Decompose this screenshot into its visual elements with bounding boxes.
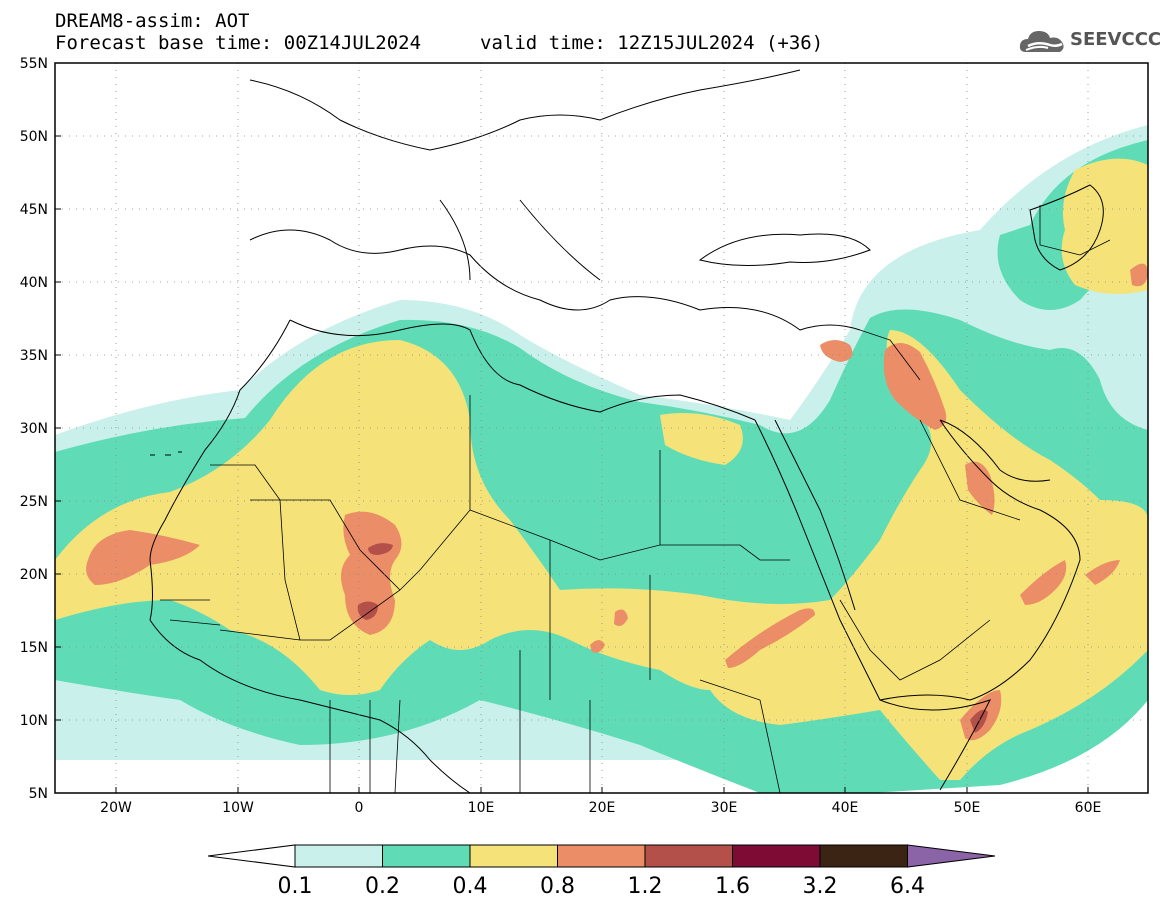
cloud-icon	[1019, 31, 1064, 52]
colorbar-box-6	[732, 844, 821, 868]
colorbar-over-triangle	[907, 844, 996, 868]
lon-label: 20E	[589, 800, 616, 816]
colorbar-label: 0.8	[540, 874, 575, 899]
colorbar-label: 0.1	[278, 874, 313, 899]
colorbar-label: 1.6	[715, 874, 750, 899]
colorbar-label: 0.2	[365, 874, 400, 899]
colorbar-box-3	[469, 844, 558, 868]
lat-label: 55N	[20, 56, 48, 72]
colorbar-label: 1.2	[628, 874, 663, 899]
lat-label: 30N	[20, 421, 48, 437]
lat-label: 40N	[20, 275, 48, 291]
colorbar-label: 6.4	[890, 874, 925, 899]
lon-label: 10E	[468, 800, 495, 816]
lon-label: 30E	[711, 800, 738, 816]
longitude-axis: 20W 10W 0 10E 20E 30E 40E 50E 60E	[100, 787, 1101, 816]
grid	[55, 63, 1148, 793]
lon-label: 10W	[222, 800, 254, 816]
lat-label: 15N	[20, 640, 48, 656]
logo-text: SEEVCCC	[1070, 29, 1162, 50]
country-borders	[160, 205, 1111, 793]
aot-band-0.4	[55, 158, 1148, 780]
seevccc-logo: SEEVCCC	[1018, 26, 1162, 56]
map-title: DREAM8-assim: AOT	[55, 10, 250, 32]
valid-time: valid time: 12Z15JUL2024 (+36)	[480, 32, 824, 54]
lat-label: 45N	[20, 202, 48, 218]
lon-label: 0	[355, 800, 364, 816]
colorbar-label: 3.2	[803, 874, 838, 899]
colorbar-box-7	[819, 844, 908, 868]
colorbar-under-triangle	[207, 844, 296, 868]
colorbar-box-4	[557, 844, 646, 868]
coastlines	[149, 69, 1104, 793]
lat-label: 5N	[29, 786, 48, 802]
aot-field	[55, 63, 1148, 793]
lat-label: 35N	[20, 348, 48, 364]
lon-label: 20W	[100, 800, 132, 816]
lon-label: 50E	[954, 800, 981, 816]
lon-label: 40E	[832, 800, 859, 816]
lat-label: 20N	[20, 567, 48, 583]
colorbar	[207, 844, 996, 868]
forecast-base-time: Forecast base time: 00Z14JUL2024	[55, 32, 422, 54]
lat-label: 50N	[20, 129, 48, 145]
colorbar-box-1	[294, 844, 383, 868]
lat-label: 10N	[20, 713, 48, 729]
colorbar-box-5	[644, 844, 733, 868]
colorbar-label: 0.4	[453, 874, 488, 899]
colorbar-labels: 0.1 0.2 0.4 0.8 1.2 1.6 3.2 6.4	[278, 874, 926, 899]
colorbar-box-2	[382, 844, 471, 868]
latitude-axis: 55N 50N 45N 40N 35N 30N 25N 20N 15N 10N …	[20, 56, 61, 802]
lat-label: 25N	[20, 494, 48, 510]
lon-label: 60E	[1075, 800, 1102, 816]
aot-band-1.2	[357, 543, 988, 733]
